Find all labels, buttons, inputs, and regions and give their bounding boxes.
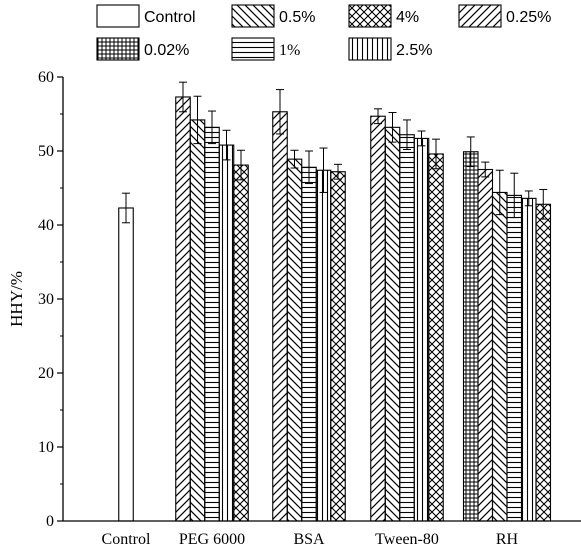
- x-tick-label: RH: [496, 531, 519, 548]
- bar-rh-0-25: [477, 168, 494, 522]
- bar-tween-80-1: [399, 134, 415, 522]
- y-tick-label: 10: [38, 439, 54, 456]
- x-ticks: Control PEG 6000 BSA Tween-80 RH: [102, 531, 519, 548]
- legend-swatch-control: [96, 4, 140, 28]
- bar-bsa-4: [330, 171, 346, 522]
- bar-bsa-2-5: [315, 169, 332, 522]
- bar-tween-80-0-5: [384, 126, 401, 522]
- y-axis-title: HHY/%: [7, 271, 26, 327]
- legend-label: 0.5%: [279, 9, 315, 26]
- legend-label: 0.02%: [144, 42, 189, 59]
- y-tick-label: 60: [38, 69, 54, 86]
- bar-tween-80-4: [428, 153, 444, 522]
- y-tick-label: 50: [38, 143, 54, 160]
- bars: [118, 96, 552, 522]
- legend-swatch-0-02: [96, 37, 140, 61]
- bar-peg-6000-0-5: [189, 119, 206, 522]
- x-tick-label: Tween-80: [375, 531, 439, 548]
- bar-peg-6000-2-5: [218, 144, 235, 522]
- bar-rh-4: [535, 203, 552, 522]
- bar-tween-80-2-5: [413, 137, 430, 522]
- legend-label: Control: [144, 9, 196, 26]
- legend: Control 0.5% 4% 0.25% 0.02% 1% 2.5%: [96, 4, 551, 61]
- bar-bsa-1: [301, 166, 317, 522]
- legend-swatch-2-5: [348, 37, 392, 61]
- x-tick-label: BSA: [293, 531, 325, 548]
- bar-peg-6000-4: [233, 164, 249, 522]
- legend-label: 0.25%: [506, 9, 551, 26]
- y-tick-label: 20: [38, 365, 54, 382]
- bar-control-control: [118, 207, 134, 522]
- legend-label: 1%: [279, 42, 300, 59]
- y-tick-label: 30: [38, 291, 54, 308]
- bar-peg-6000-1: [204, 126, 220, 522]
- bar-peg-6000-0-25: [175, 96, 191, 522]
- error-bars: [122, 81, 548, 224]
- bar-bsa-0-5: [286, 158, 303, 522]
- bar-rh-0-5: [491, 191, 508, 522]
- legend-label: 2.5%: [396, 42, 432, 59]
- bar-rh-2-5: [520, 197, 537, 522]
- bar-tween-80-0-25: [370, 115, 386, 522]
- legend-swatch-4: [348, 4, 392, 28]
- y-tick-label: 40: [38, 217, 54, 234]
- bar-rh-1: [506, 194, 523, 522]
- legend-swatch-1: [231, 37, 275, 61]
- bar-bsa-0-25: [272, 111, 288, 522]
- legend-swatch-0-5: [231, 4, 275, 28]
- legend-swatch-0-25: [458, 4, 502, 28]
- x-tick-label: Control: [102, 531, 151, 548]
- bar-rh-0-02: [462, 151, 479, 522]
- y-tick-label: 0: [46, 513, 54, 530]
- y-ticks: 0 10 20 30 40 50 60: [38, 69, 63, 530]
- legend-label: 4%: [396, 9, 419, 26]
- x-tick-label: PEG 6000: [179, 531, 245, 548]
